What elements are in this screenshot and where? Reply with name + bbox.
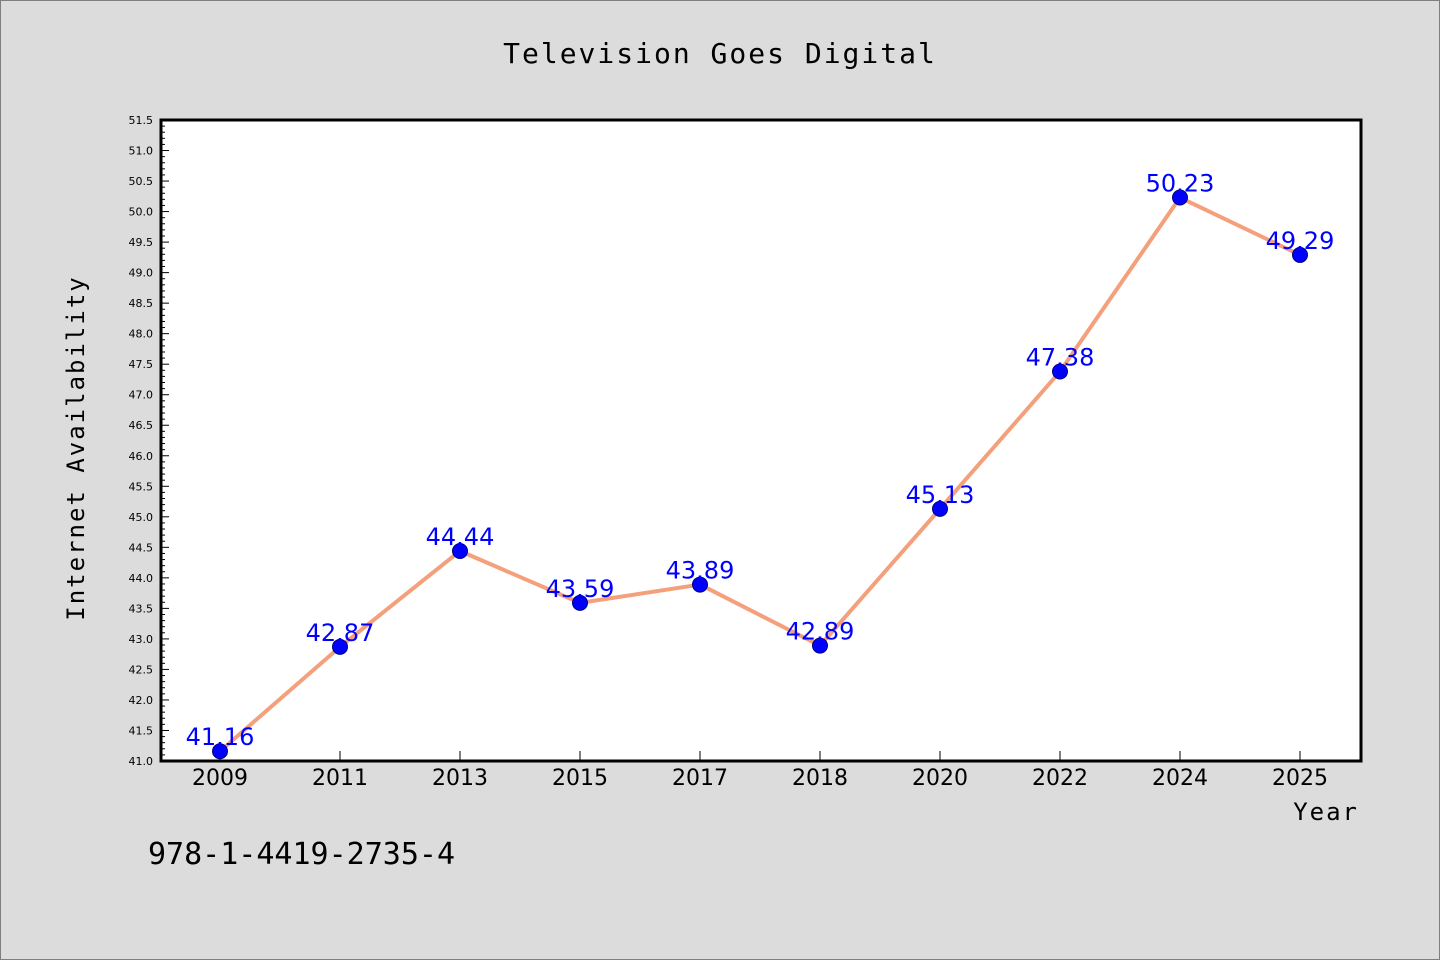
chart-title: Television Goes Digital [503, 37, 937, 70]
y-tick-label: 43.5 [129, 602, 154, 615]
data-point [212, 743, 228, 760]
data-label: 41.16 [186, 723, 255, 751]
y-tick-label: 45.0 [129, 511, 154, 524]
y-tick-label: 44.5 [129, 541, 154, 554]
x-tick-label: 2011 [312, 766, 368, 791]
x-tick-label: 2009 [192, 766, 248, 791]
data-label: 42.87 [306, 619, 375, 647]
y-tick-label: 50.0 [129, 206, 154, 219]
x-tick-label: 2017 [672, 766, 728, 791]
data-point [1172, 189, 1188, 206]
data-label: 43.89 [666, 557, 735, 585]
x-axis: 2009 2011 2013 2015 2017 2018 2020 2022 2024 2025 [192, 751, 1328, 791]
data-point [572, 594, 588, 611]
y-tick-label: 49.5 [129, 236, 154, 249]
data-point [452, 542, 468, 559]
x-tick-label: 2015 [552, 766, 608, 791]
footer-isbn-text: 978-1-4419-2735-4 [148, 837, 455, 872]
data-point [692, 576, 708, 593]
data-point [1292, 246, 1308, 263]
x-tick-label: 2018 [792, 766, 848, 791]
data-label: 42.89 [786, 618, 855, 646]
data-labels: 41.16 42.87 44.44 43.59 43.89 42.89 45.13 47.38… [186, 170, 1335, 752]
data-label: 50.23 [1146, 170, 1215, 198]
data-point [932, 500, 948, 517]
y-tick-label: 43.0 [129, 633, 154, 646]
data-markers [212, 189, 1308, 760]
y-tick-label: 45.5 [129, 480, 154, 493]
data-point [1052, 363, 1068, 380]
y-tick-label: 42.0 [129, 694, 154, 707]
y-axis-title: Internet Availability [62, 275, 90, 620]
y-axis: 41.0 41.5 42.0 42.5 43.0 43.5 44.0 44.5 45.0 45.5… [129, 114, 169, 768]
y-tick-label: 47.0 [129, 389, 154, 402]
plot-area [159, 118, 1363, 763]
data-point [332, 638, 348, 655]
y-tick-label: 46.5 [129, 419, 154, 432]
data-label: 44.44 [426, 523, 495, 551]
y-tick-label: 48.0 [129, 328, 154, 341]
series-line [218, 195, 1302, 754]
series-line-group [218, 195, 1302, 754]
data-label: 43.59 [546, 575, 615, 603]
x-tick-label: 2020 [912, 766, 968, 791]
y-tick-label: 42.5 [129, 663, 154, 676]
x-tick-label: 2022 [1032, 766, 1088, 791]
y-tick-label: 46.0 [129, 450, 154, 463]
y-tick-label: 48.5 [129, 297, 154, 310]
data-label: 45.13 [906, 481, 975, 509]
x-tick-label: 2013 [432, 766, 488, 791]
y-tick-label: 51.5 [129, 114, 154, 127]
y-tick-label: 50.5 [129, 175, 154, 188]
x-tick-label: 2025 [1272, 766, 1328, 791]
x-axis-title: Year [1293, 798, 1359, 826]
data-label: 47.38 [1026, 344, 1095, 372]
x-tick-label: 2024 [1152, 766, 1208, 791]
y-tick-label: 44.0 [129, 572, 154, 585]
y-tick-label: 41.5 [129, 724, 154, 737]
data-point [812, 637, 828, 654]
y-tick-label: 41.0 [129, 755, 154, 768]
data-label: 49.29 [1266, 227, 1335, 255]
y-tick-label: 49.0 [129, 267, 154, 280]
y-tick-label: 51.0 [129, 145, 154, 158]
y-tick-label: 47.5 [129, 358, 154, 371]
